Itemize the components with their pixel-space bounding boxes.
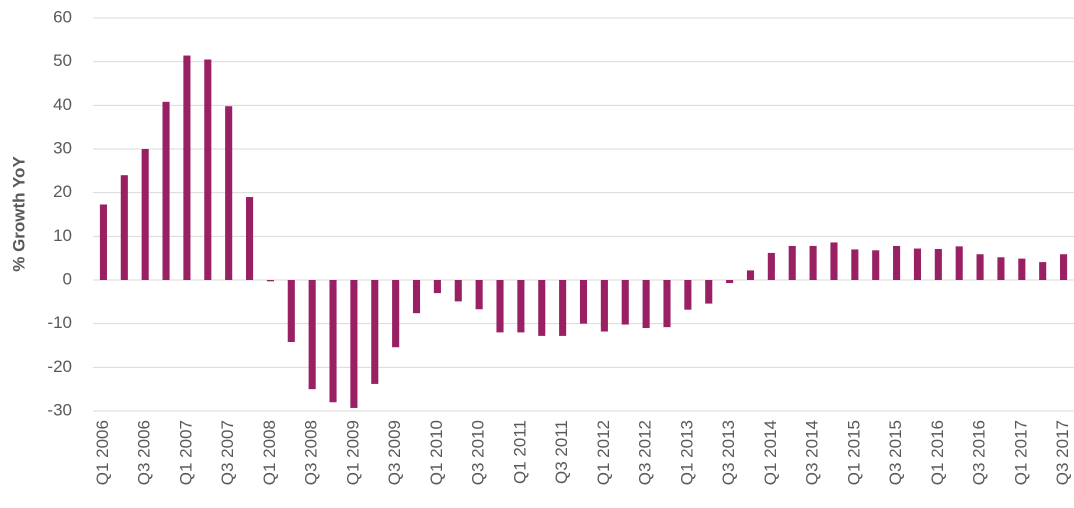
bar xyxy=(746,270,755,280)
bar xyxy=(454,280,462,302)
bar xyxy=(684,280,692,310)
bar xyxy=(976,254,984,280)
bar xyxy=(872,250,880,280)
bar xyxy=(788,245,796,280)
y-tick-label: -20 xyxy=(47,357,72,376)
bar xyxy=(600,280,608,332)
y-tick-label: 40 xyxy=(53,95,72,114)
y-tick-label: 10 xyxy=(53,226,72,245)
x-tick-label: Q1 2013 xyxy=(677,420,696,485)
y-axis-label: % Growth YoY xyxy=(9,156,28,272)
bar xyxy=(1039,262,1047,280)
y-tick-label: 50 xyxy=(53,51,72,70)
bar xyxy=(392,280,400,348)
bar xyxy=(204,59,212,280)
y-tick-label: -10 xyxy=(47,313,72,332)
bar xyxy=(308,280,316,390)
x-tick-label: Q3 2015 xyxy=(886,420,905,485)
bar xyxy=(934,248,942,280)
bar xyxy=(287,280,295,343)
x-tick-label: Q3 2006 xyxy=(135,420,154,485)
x-tick-label: Q1 2012 xyxy=(594,420,613,485)
x-tick-label: Q1 2017 xyxy=(1011,420,1030,485)
bar xyxy=(809,245,817,280)
bar xyxy=(266,280,274,282)
y-tick-label: 0 xyxy=(63,269,72,288)
x-tick-label: Q1 2011 xyxy=(510,420,529,484)
y-tick-label: 20 xyxy=(53,182,72,201)
x-tick-label: Q3 2007 xyxy=(218,420,237,485)
bar xyxy=(141,149,149,280)
bar xyxy=(705,280,713,304)
bar xyxy=(621,280,629,325)
bar xyxy=(538,280,546,336)
bar xyxy=(767,252,775,280)
bar xyxy=(183,55,191,281)
bar xyxy=(851,249,859,280)
x-tick-label: Q1 2014 xyxy=(761,420,780,485)
bar xyxy=(893,245,901,280)
x-tick-label: Q3 2017 xyxy=(1053,420,1072,485)
bar xyxy=(99,204,107,280)
bar xyxy=(997,257,1005,280)
y-tick-label: -30 xyxy=(47,400,72,419)
bar xyxy=(1060,254,1068,280)
bar xyxy=(955,246,963,280)
bar xyxy=(225,106,233,280)
bar xyxy=(517,280,525,333)
x-tick-label: Q1 2006 xyxy=(93,420,112,485)
x-tick-label: Q1 2016 xyxy=(928,420,947,485)
bar xyxy=(329,280,337,403)
bar xyxy=(642,280,650,329)
x-tick-label: Q3 2008 xyxy=(302,420,321,485)
bar xyxy=(579,280,588,324)
bar xyxy=(371,280,379,384)
bar xyxy=(913,248,922,280)
bar xyxy=(245,197,254,280)
x-tick-label: Q1 2015 xyxy=(844,420,863,485)
bar xyxy=(1018,258,1026,280)
x-tick-label: Q3 2013 xyxy=(719,420,738,485)
x-tick-label: Q3 2010 xyxy=(469,420,488,485)
x-tick-label: Q1 2009 xyxy=(343,420,362,485)
bar xyxy=(663,280,671,328)
bar xyxy=(412,280,421,314)
x-tick-label: Q3 2009 xyxy=(385,420,404,485)
x-tick-label: Q3 2011 xyxy=(552,420,571,484)
bar xyxy=(162,101,170,280)
y-tick-label: 30 xyxy=(53,138,72,157)
bar xyxy=(475,280,483,310)
bar xyxy=(496,280,504,333)
x-tick-label: Q3 2012 xyxy=(636,420,655,485)
x-tick-label: Q3 2016 xyxy=(970,420,989,485)
x-tick-label: Q3 2014 xyxy=(803,420,822,485)
bar xyxy=(350,280,358,408)
bar xyxy=(433,280,441,294)
bar xyxy=(559,280,567,336)
y-tick-label: 60 xyxy=(53,7,72,26)
x-tick-label: Q1 2008 xyxy=(260,420,279,485)
bar xyxy=(726,280,734,284)
bar xyxy=(830,242,838,280)
x-tick-label: Q1 2010 xyxy=(427,420,446,485)
x-tick-label: Q1 2007 xyxy=(176,420,195,485)
bar xyxy=(120,175,128,280)
